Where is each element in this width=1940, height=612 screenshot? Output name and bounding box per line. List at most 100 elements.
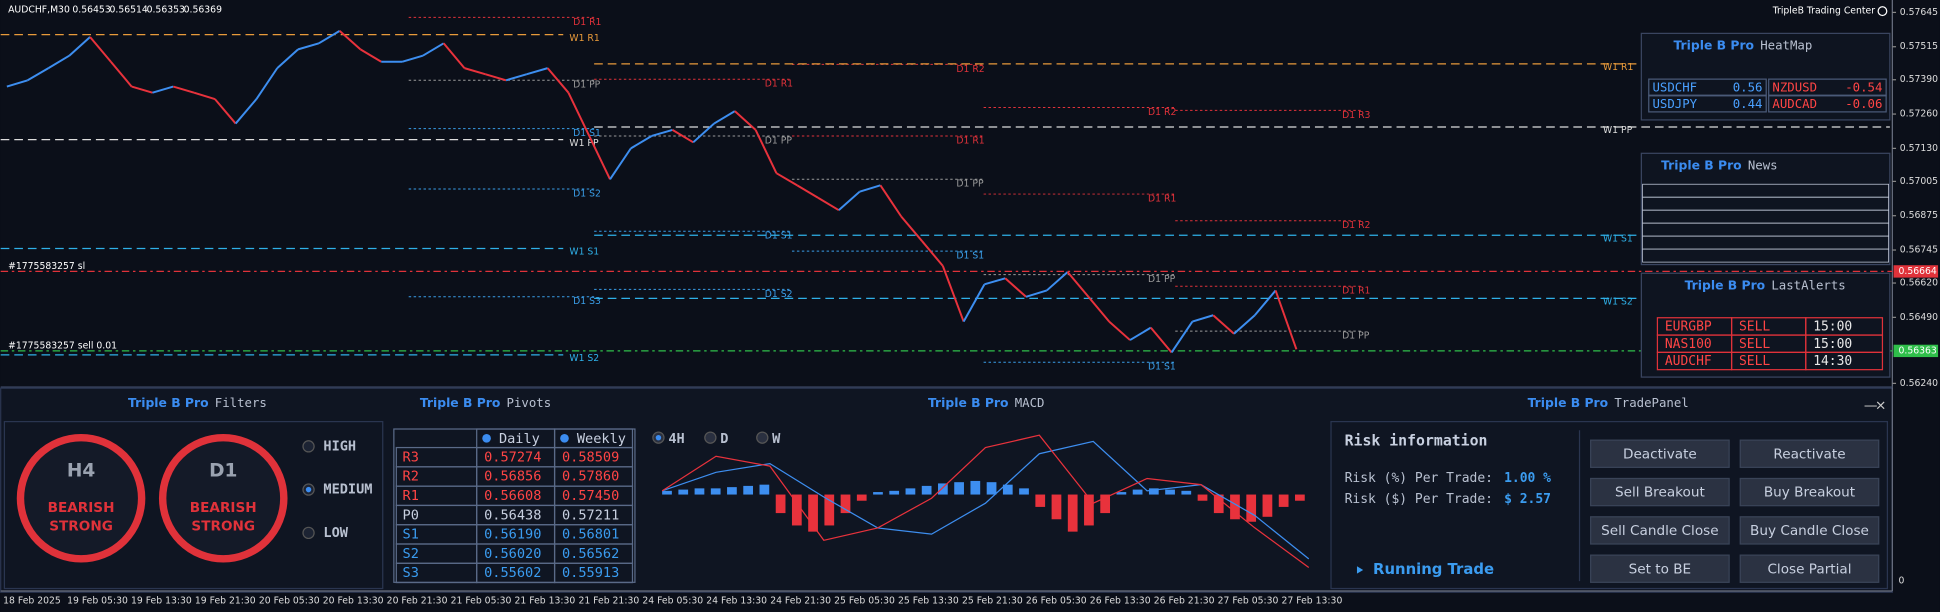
alert-text: 15:00 [1813,320,1852,335]
radio[interactable] [302,440,315,453]
price-segment [526,67,548,76]
alert-text: SELL [1739,337,1770,352]
x-tick-label: 25 Feb 13:30 [898,595,959,606]
pivot-cell-text: 0.55602 [484,565,541,581]
level-label: W1 S1 [569,247,599,258]
pivot-cell-text: S3 [403,565,419,581]
macd-bar [1181,490,1192,495]
macd-bar [1230,494,1240,520]
x-tick-label: 24 Feb 13:30 [706,595,767,606]
button[interactable] [1590,439,1730,468]
macd-bar [808,494,818,532]
alert-text: SELL [1739,354,1770,369]
radio[interactable] [302,526,315,540]
price-segment [1087,296,1110,323]
button[interactable] [1739,554,1880,583]
y-tick-label: 0.57390 [1900,74,1938,85]
button-label: Sell Breakout [1615,485,1705,501]
x-tick-label: 26 Feb 05:30 [1026,595,1087,606]
x-tick-label: 24 Feb 05:30 [642,595,703,606]
button-label: Buy Candle Close [1750,523,1869,539]
brand: Triple B Pro [1685,278,1766,292]
panel-title: Triple B Pro TradePanel [1528,396,1689,410]
button[interactable] [1590,554,1730,583]
macd-bar [1132,489,1143,495]
level-label: D1 PP [573,80,601,91]
radio[interactable] [482,433,491,443]
price-segment [172,85,195,94]
macd-bar [840,494,851,514]
radio[interactable] [560,433,569,443]
x-tick-label: 25 Feb 21:30 [962,595,1023,606]
macd-bar [1084,494,1094,526]
button[interactable] [1590,516,1730,545]
price-segment [651,128,673,137]
gauge-text: BEARISH [190,500,257,516]
brand: Triple B Pro [1528,396,1609,410]
price-segment [27,67,49,82]
price-segment [1066,271,1090,298]
panel-title: Triple B Pro News [1661,158,1777,172]
macd-bar [873,492,883,495]
pivot-cell-text: 0.56438 [484,507,541,523]
ohlc-value: 0.56514 [109,4,147,15]
trade-box [1330,420,1888,590]
close[interactable]: × [1875,398,1886,414]
news-row [1642,248,1889,263]
title: Pivots [507,396,552,410]
price-segment [900,215,923,242]
price-segment [775,172,798,187]
macd-bar [775,494,786,514]
y-tick-label: 0.57260 [1900,109,1938,120]
price-tag [1893,344,1939,358]
trade-label: #1775583257 sell 0.01 [8,340,117,351]
heat-cell [1768,95,1887,113]
y-tick-label: 0.57515 [1900,41,1938,52]
level-label: D1 S1 [956,251,984,262]
x-tick-label: 24 Feb 21:30 [770,595,831,606]
y-tick-label: 0.56745 [1900,245,1938,256]
y-tick-label: 0.57645 [1900,7,1938,18]
macd-bar [743,485,754,495]
button-label: Set to BE [1629,561,1692,577]
x-tick-label: 26 Feb 13:30 [1090,595,1151,606]
price-segment [152,85,174,94]
pivot-col: Weekly [577,431,626,447]
panel-title: Triple B Pro Pivots [420,396,551,410]
price-segment [838,190,861,211]
price-segment [276,48,299,69]
button[interactable] [1739,439,1880,468]
x-tick-label: 27 Feb 13:30 [1282,595,1343,606]
price-segment [609,147,632,180]
price-segment [692,122,715,144]
heat-value: -0.54 [1845,80,1882,94]
x-tick-label: 19 Feb 13:30 [131,595,192,606]
price-segment [859,184,881,193]
level-label: D1 R2 [1148,107,1176,118]
button[interactable] [1590,477,1730,507]
pivot-cell-text: 0.56801 [562,527,619,543]
brand-icon [1877,6,1888,17]
price-segment [47,54,70,69]
y-tick-label: 0.56875 [1900,210,1938,221]
price-segment [796,184,819,199]
radio[interactable] [704,431,717,444]
macd-bar [662,490,672,495]
macd-line [661,434,1310,568]
price-segment [984,277,1006,286]
minimize[interactable]: — [1864,398,1878,414]
button[interactable] [1739,516,1880,545]
price-segment [1129,326,1152,341]
pivot-cell-text: 0.56856 [484,469,541,485]
radio[interactable] [756,431,769,444]
macd-bar [1278,494,1289,507]
heat-symbol: USDJPY [1652,97,1697,111]
radio-label: HIGH [323,438,356,454]
macd-bar [856,494,867,501]
button[interactable] [1739,477,1880,507]
panel-title: Triple B Pro Filters [128,396,267,410]
timeframe: D [720,431,728,447]
trade-label: #1775583257 sl [8,261,85,272]
pivot-cell-text: 0.56020 [484,546,541,562]
price-segment [1170,321,1194,354]
